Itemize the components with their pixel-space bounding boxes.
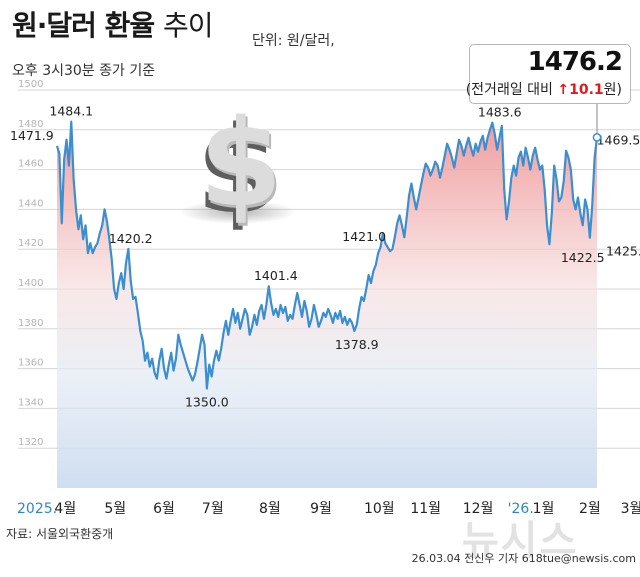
- series-area-fill: [57, 121, 597, 488]
- latest-point-marker: [592, 133, 602, 142]
- y-tick-label: 1500: [18, 79, 43, 90]
- svg-text:$: $: [199, 95, 283, 234]
- x-month-label: 6월: [153, 501, 175, 517]
- dollar-sign-icon: $ $ $: [180, 95, 296, 241]
- source-note: 자료: 서울외국환중개: [6, 527, 114, 541]
- svg-text:$: $: [201, 98, 285, 237]
- data-label: 1420.2: [109, 231, 153, 246]
- x-month-label: 3월: [621, 501, 640, 517]
- x-month-label: 7월: [202, 501, 224, 517]
- x-year-label: '26.: [508, 501, 534, 517]
- x-month-label: 9월: [310, 501, 332, 517]
- current-rate-change: (전거래일 대비 ↑10.1원): [465, 82, 622, 98]
- data-label: 1471.9: [10, 128, 54, 143]
- x-month-label: 5월: [104, 501, 126, 517]
- x-month-label: 8월: [259, 501, 281, 517]
- data-label: 1421.0: [342, 229, 386, 244]
- y-tick-label: 1400: [18, 278, 43, 289]
- x-month-label: 10월: [364, 501, 395, 517]
- y-tick-label: 1360: [18, 358, 43, 369]
- x-month-label: 12월: [463, 501, 494, 517]
- current-rate-value: 1476.2: [527, 47, 623, 77]
- x-month-label: 11월: [410, 501, 441, 517]
- watermark-logo: 뉴시스: [462, 518, 579, 564]
- credit-line: 26.03.04 전신우 기자 618tue@newsis.com: [411, 552, 636, 565]
- chart-subtitle: 오후 3시30분 종가 기준: [12, 63, 156, 79]
- y-tick-label: 1420: [18, 238, 43, 249]
- y-tick-label: 1320: [18, 437, 43, 448]
- data-label: 1422.5: [561, 250, 605, 265]
- up-arrow-icon: ↑: [557, 82, 570, 98]
- svg-text:$: $: [196, 102, 280, 241]
- data-label: 1484.1: [49, 104, 93, 119]
- data-label: 1378.9: [335, 337, 379, 352]
- y-tick-label: 1340: [18, 397, 43, 408]
- current-rate-callout: 1476.2 (전거래일 대비 ↑10.1원): [465, 44, 631, 104]
- y-tick-label: 1460: [18, 159, 43, 170]
- y-tick-label: 1440: [18, 198, 43, 209]
- x-month-label: 1월: [533, 501, 555, 517]
- page-title: 원·달러 환율 추이: [12, 9, 213, 42]
- data-label: 1401.4: [254, 268, 298, 283]
- y-tick-label: 1480: [18, 119, 43, 130]
- data-label: 1483.6: [478, 105, 522, 120]
- data-label: 1469.5: [597, 133, 640, 148]
- x-month-label: 4월: [54, 501, 76, 517]
- data-label: 1425.8: [606, 244, 640, 259]
- x-year-label: 2025.: [17, 501, 57, 517]
- series-line: [55, 120, 599, 390]
- x-month-label: 2월: [579, 501, 601, 517]
- y-tick-label: 1380: [18, 318, 43, 329]
- data-label: 1350.0: [185, 395, 229, 410]
- unit-label: 단위: 원/달러,: [252, 33, 335, 49]
